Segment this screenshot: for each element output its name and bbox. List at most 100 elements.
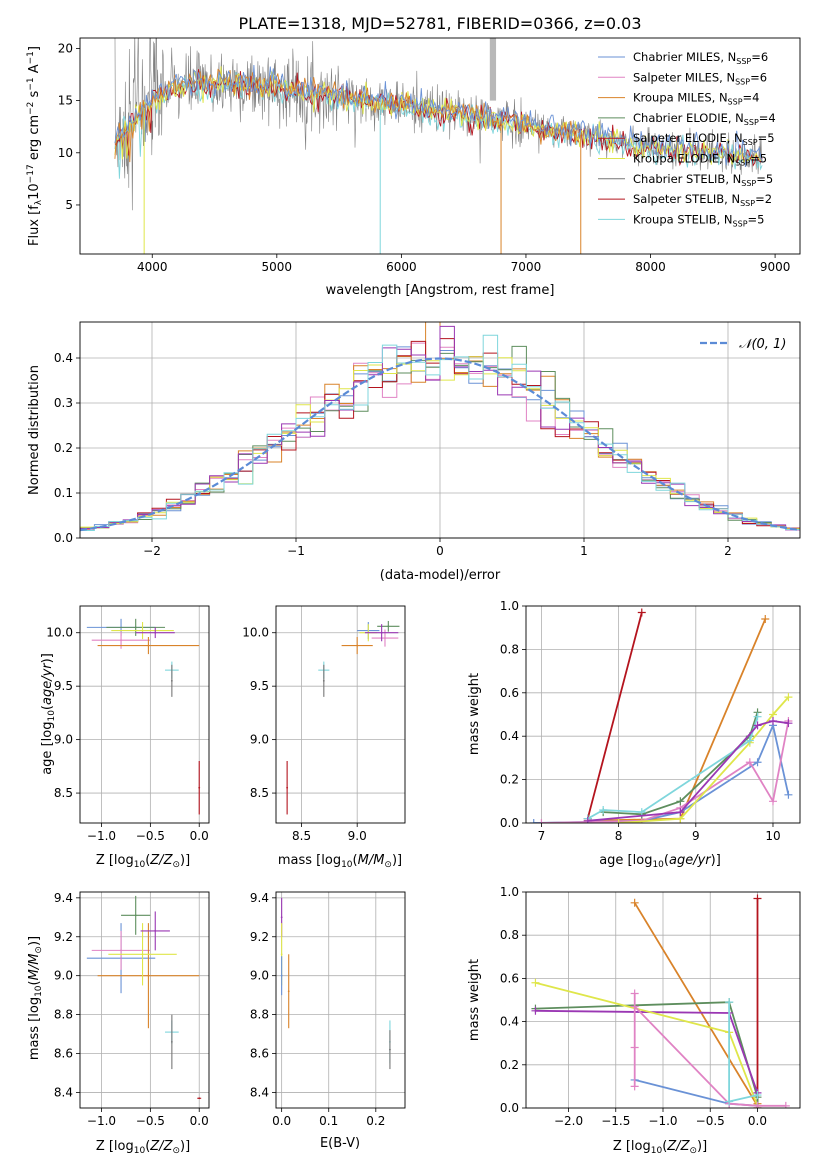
x-tick-label: 7 xyxy=(538,829,546,843)
x-tick-label: 9.0 xyxy=(348,829,367,843)
point-marker xyxy=(356,644,359,647)
massweight-series xyxy=(583,717,793,823)
legend-count: =6 xyxy=(751,50,768,64)
y-tick-label: 9.0 xyxy=(250,733,269,747)
legend-model: Chabrier ELODIE, N xyxy=(633,111,744,125)
y-tick-label: 1.0 xyxy=(500,599,519,613)
x-tick-label: 1 xyxy=(580,544,588,558)
residual-panel: (data-model)/error Normed distribution −… xyxy=(27,321,801,583)
y-tick-label: 0.6 xyxy=(500,686,519,700)
y-tick-label: 10.0 xyxy=(242,626,269,640)
legend-sub: SSP xyxy=(728,98,743,107)
point-marker xyxy=(141,953,144,956)
errorbar-point xyxy=(111,622,174,640)
errorbar-point xyxy=(322,664,325,697)
legend-entry: Chabrier STELIB, NSSP=5 xyxy=(633,172,773,188)
mwZ-ylabel: mass weight xyxy=(467,959,482,1041)
x-tick-label: −1.0 xyxy=(87,829,116,843)
y-tick-label: 10.0 xyxy=(46,626,73,640)
massweight-vs-age-panel: age [log10(age/yr)] mass weight 7 8 9 10 0.0… xyxy=(467,599,801,870)
y-tick-label: 10 xyxy=(58,146,73,160)
mass-vs-Z-panel: Z [log10(Z/Z⊙)] mass [log10(M/M⊙)] −1.0 −… xyxy=(27,891,210,1156)
x-tick-label: 5000 xyxy=(262,260,293,274)
y-tick-label: 9.0 xyxy=(54,969,73,983)
legend-count: =2 xyxy=(755,192,772,206)
series-marker xyxy=(768,717,777,726)
series-marker xyxy=(761,615,770,624)
axes-frame xyxy=(525,605,801,824)
ageZ-xlabel-main: Z [log xyxy=(96,853,134,868)
series-marker xyxy=(630,898,639,907)
legend-entry: Salpeter STELIB, NSSP=2 xyxy=(633,192,772,208)
y-tick-label: 0.2 xyxy=(54,441,73,455)
errorbar-point xyxy=(364,624,399,642)
ageZ-ylabel: age [log10(age/yr)] xyxy=(40,653,57,775)
spectrum-ylabel-main: Flux [f xyxy=(27,205,42,246)
x-tick-label: −1.0 xyxy=(648,1114,677,1128)
y-tick-label: 8.4 xyxy=(250,1085,269,1099)
point-marker xyxy=(198,786,201,789)
point-marker xyxy=(147,974,150,977)
legend-model: Salpeter STELIB, N xyxy=(633,192,740,206)
legend-entry: Salpeter ELODIE, NSSP=5 xyxy=(633,131,775,147)
legend-model: Kroupa MILES, N xyxy=(633,91,728,105)
y-tick-label: 9.4 xyxy=(250,891,269,905)
plot-area xyxy=(114,38,763,254)
plot-area xyxy=(86,618,201,815)
series-marker xyxy=(784,719,793,728)
x-tick-label: 6000 xyxy=(386,260,417,274)
massweight-series xyxy=(630,989,790,1108)
x-tick-label: 0.0 xyxy=(190,1114,209,1128)
y-tick-label: 15 xyxy=(58,94,73,108)
point-marker xyxy=(287,990,290,993)
y-tick-label: 5 xyxy=(65,198,73,212)
series-line xyxy=(541,720,790,823)
y-tick-label: 0.6 xyxy=(500,971,519,985)
point-marker xyxy=(120,949,122,952)
series-marker xyxy=(753,894,762,903)
axes-frame xyxy=(275,891,406,1109)
errorbar-point xyxy=(377,620,400,632)
series-marker xyxy=(781,1101,790,1108)
legend-sub: SSP xyxy=(744,118,759,127)
errorbar-point xyxy=(286,761,289,815)
legend-sub: SSP xyxy=(743,138,758,147)
errorbar-point xyxy=(140,911,170,951)
y-tick-label: 0.2 xyxy=(500,773,519,787)
series-marker xyxy=(753,1101,762,1108)
series-marker xyxy=(630,1043,639,1052)
mwAge-xlabel: age [log10(age/yr)] xyxy=(599,853,721,870)
errorbar-point xyxy=(91,930,151,970)
legend-count: =5 xyxy=(750,152,767,166)
legend-count: =6 xyxy=(750,70,767,84)
x-tick-label: 8.5 xyxy=(292,829,311,843)
y-tick-label: 8.5 xyxy=(250,786,269,800)
legend-sub: SSP xyxy=(733,219,748,228)
y-tick-label: 8.8 xyxy=(250,1008,269,1022)
x-tick-label: −1.0 xyxy=(87,1114,116,1128)
x-tick-label: 8000 xyxy=(635,260,666,274)
mZ-xlabel: Z [log10(Z/Z⊙)] xyxy=(96,1139,190,1156)
errorbar-point xyxy=(97,637,200,655)
series-marker xyxy=(676,797,685,806)
series-marker xyxy=(529,819,538,823)
grid xyxy=(80,606,209,823)
series-marker xyxy=(531,1006,540,1015)
x-tick-label: 10 xyxy=(765,829,780,843)
y-tick-label: 9.2 xyxy=(54,930,73,944)
legend-entry: Chabrier MILES, NSSP=6 xyxy=(633,50,768,66)
y-tick-label: 0.4 xyxy=(500,1015,519,1029)
y-tick-label: 0.8 xyxy=(500,642,519,656)
y-tick-label: 8.6 xyxy=(250,1047,269,1061)
legend-entry: Kroupa MILES, NSSP=4 xyxy=(633,91,759,107)
axes-frame xyxy=(79,605,210,824)
legend-model: Chabrier STELIB, N xyxy=(633,172,741,186)
legend-sub: SSP xyxy=(735,159,750,168)
legend-count: =4 xyxy=(759,111,776,125)
y-tick-label: 0.2 xyxy=(500,1058,519,1072)
plot-area xyxy=(531,894,790,1108)
series-line xyxy=(535,1001,759,1106)
x-tick-label: 8 xyxy=(615,829,623,843)
legend-entry: Kroupa STELIB, NSSP=5 xyxy=(633,212,764,228)
